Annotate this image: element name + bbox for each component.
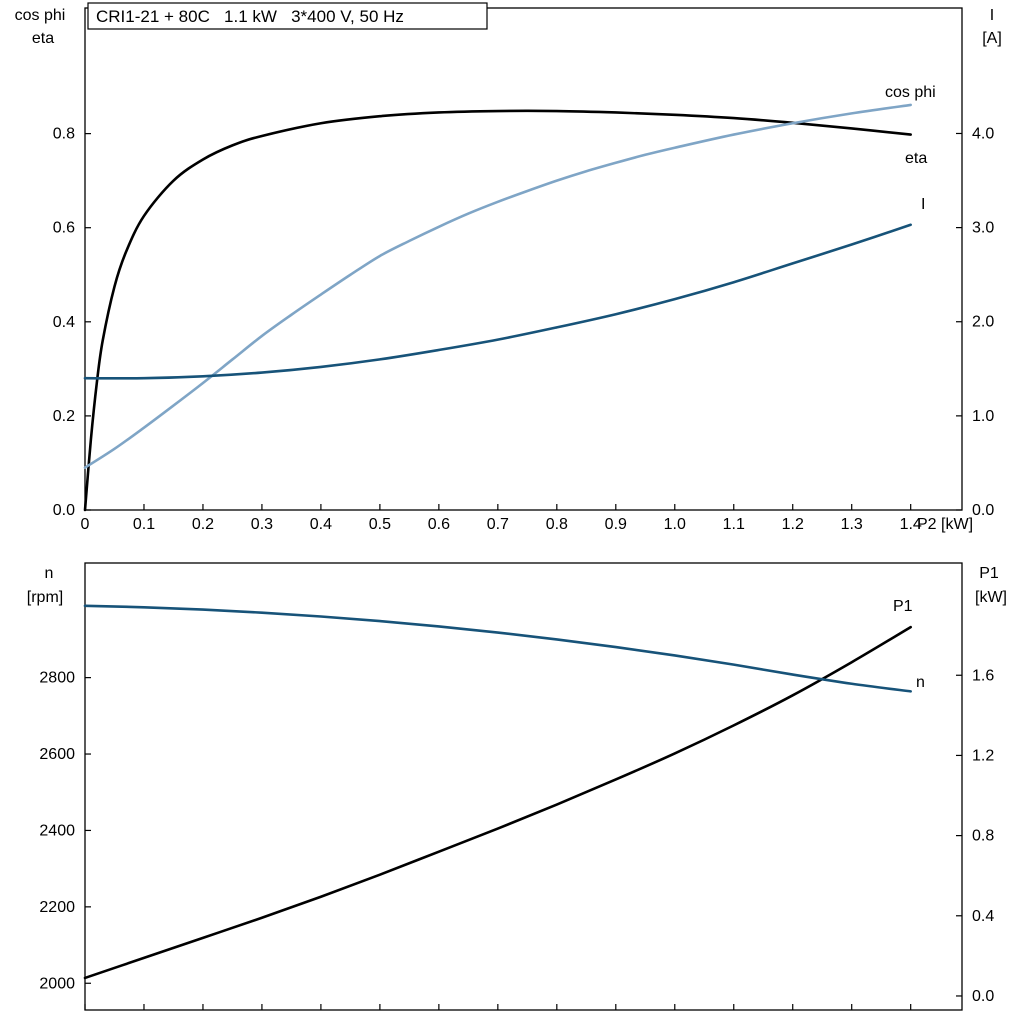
left-tick-label: 0.2 <box>53 408 75 425</box>
x-tick-label: 0.8 <box>546 516 568 533</box>
right-tick-label: 1.6 <box>972 667 994 684</box>
left-axis-unit-line2: eta <box>32 30 54 47</box>
left-tick-label: 2400 <box>39 822 75 839</box>
title-box <box>87 2 488 30</box>
right-axis-unit-line2: [kW] <box>975 589 1007 606</box>
right-tick-label: 1.2 <box>972 747 994 764</box>
x-tick-label: 0.6 <box>428 516 450 533</box>
left-tick-label: 2600 <box>39 746 75 763</box>
x-tick-label: 1.3 <box>841 516 863 533</box>
x-tick-label: 0.2 <box>192 516 214 533</box>
left-axis-unit-line2: [rpm] <box>27 589 63 606</box>
x-tick-label: 1.2 <box>782 516 804 533</box>
x-tick-label: 0.7 <box>487 516 509 533</box>
left-tick-label: 0.0 <box>53 502 75 519</box>
right-axis-unit-line1: I <box>990 7 994 24</box>
x-tick-label: 1.1 <box>723 516 745 533</box>
right-tick-label: 1.0 <box>972 408 994 425</box>
x-tick-label: 1.4 <box>900 516 922 533</box>
chart-p2-curves: 0 0.1 0.2 0.3 0.4 0.5 0.6 0.7 0.8 0.9 1.0 1.1 1.2 1.3… <box>15 2 1002 533</box>
left-axis-unit-line1: cos phi <box>15 7 66 24</box>
right-tick-label: 0.0 <box>972 988 994 1005</box>
chart-title: CRI1-21 + 80C 1.1 kW 3*400 V, 50 Hz <box>96 7 404 26</box>
curve-label-eta: eta <box>905 150 927 167</box>
left-tick-label: 2800 <box>39 670 75 687</box>
x-tick-label: 0.1 <box>133 516 155 533</box>
right-axis-unit-line2: [A] <box>982 30 1002 47</box>
plot-frame <box>84 7 963 511</box>
right-tick-label: 0.0 <box>972 502 994 519</box>
x-tick-label: 0 <box>81 516 90 533</box>
right-tick-label: 2.0 <box>972 314 994 331</box>
right-tick-label: 0.4 <box>972 908 994 925</box>
x-tick-label: 1.0 <box>664 516 686 533</box>
left-tick-label: 0.6 <box>53 220 75 237</box>
curve-label-cos-phi: cos phi <box>885 84 936 101</box>
curve-n <box>83 604 912 693</box>
curve-current <box>83 223 912 380</box>
curve-label-p1: P1 <box>893 598 913 615</box>
x-tick-label: 0.3 <box>251 516 273 533</box>
left-tick-label: 2000 <box>39 975 75 992</box>
right-tick-label: 3.0 <box>972 220 994 237</box>
left-tick-label: 0.4 <box>53 314 75 331</box>
x-tick-label: 0.9 <box>605 516 627 533</box>
curve-cos-phi <box>83 103 912 469</box>
right-tick-label: 4.0 <box>972 125 994 142</box>
plot-frame <box>84 562 963 1011</box>
right-axis-unit-line1: P1 <box>979 565 999 582</box>
left-axis-unit-line1: n <box>45 565 54 582</box>
curve-eta <box>83 109 912 512</box>
curve-label-current: I <box>921 196 925 213</box>
chart-speed-power: 2000 2200 2400 2600 2800 0.0 0.4 0.8 1.2 1.6 P1 n n [… <box>27 562 1007 1011</box>
x-axis-title: P2 [kW] <box>917 516 973 533</box>
left-tick-label: 2200 <box>39 899 75 916</box>
left-tick-label: 0.8 <box>53 126 75 143</box>
curve-label-n: n <box>916 674 925 691</box>
x-tick-label: 0.5 <box>369 516 391 533</box>
x-tick-label: 0.4 <box>310 516 332 533</box>
curve-p1 <box>83 625 912 980</box>
right-tick-label: 0.8 <box>972 828 994 845</box>
